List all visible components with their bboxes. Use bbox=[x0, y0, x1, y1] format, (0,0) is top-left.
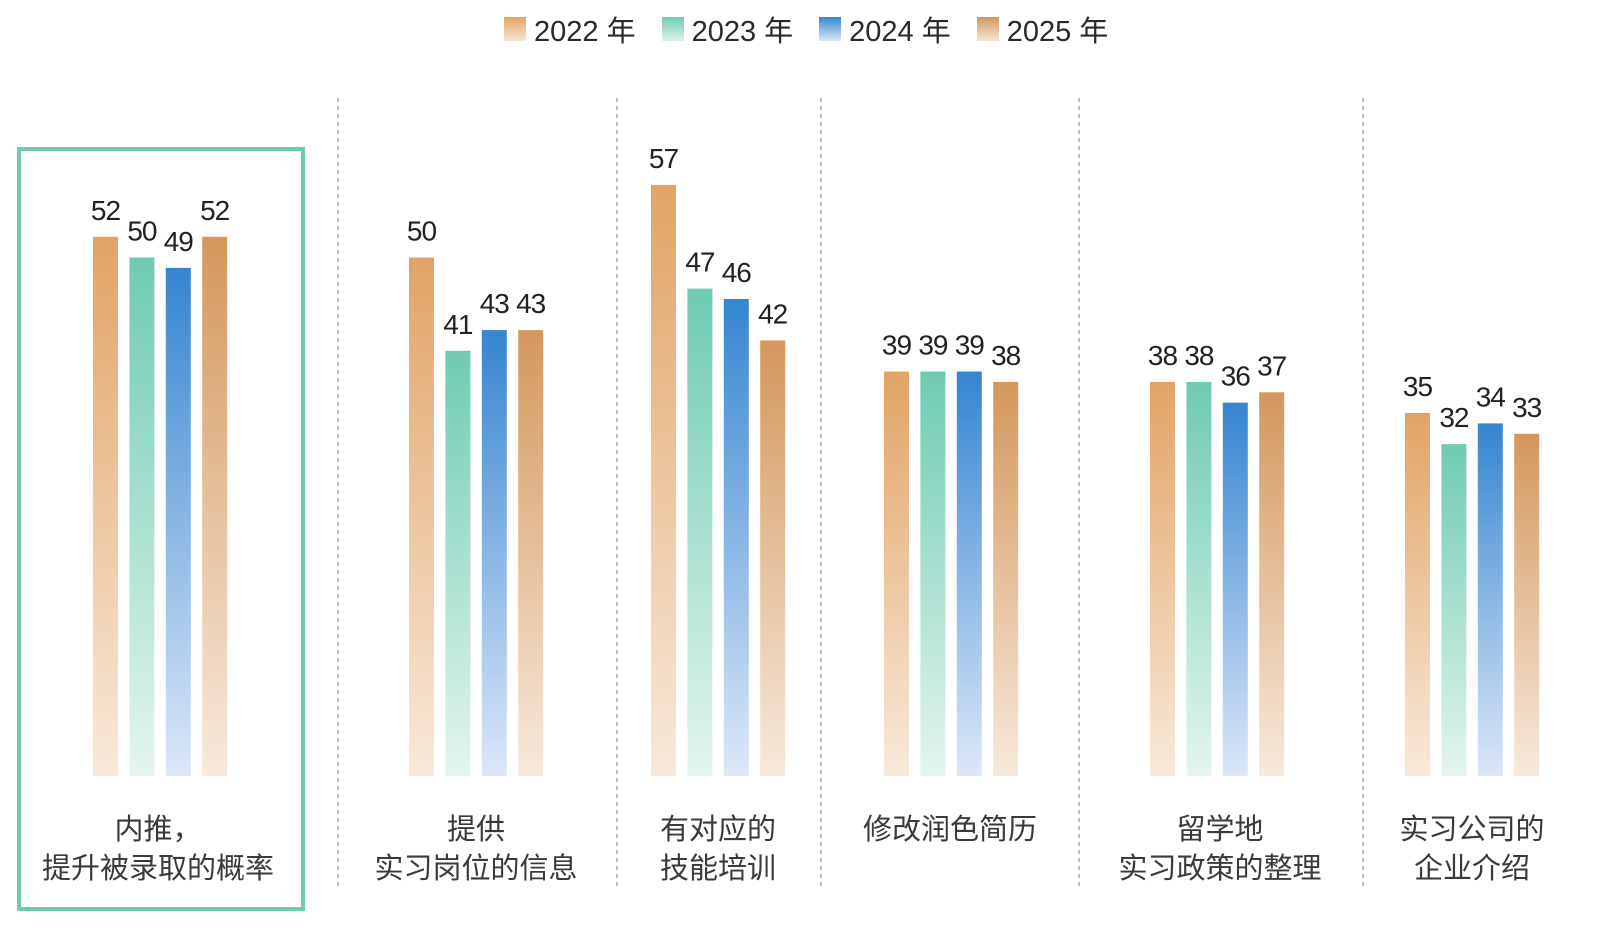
data-label: 33 bbox=[1512, 392, 1542, 423]
legend: 2022 年 2023 年 2024 年 2025 年 bbox=[504, 8, 1134, 50]
legend-swatch-2023 bbox=[661, 17, 684, 41]
legend-item-2022: 2022 年 bbox=[504, 8, 636, 50]
bar-2022-cat5 bbox=[1405, 413, 1430, 776]
data-label: 39 bbox=[918, 330, 948, 361]
data-label: 38 bbox=[1148, 340, 1178, 371]
legend-label-2025: 2025 年 bbox=[1006, 16, 1109, 48]
legend-label-2023: 2023 年 bbox=[691, 16, 794, 48]
bar-2025-cat2 bbox=[760, 340, 786, 776]
bar-2025-cat4 bbox=[1259, 392, 1285, 776]
bar-2024-cat2 bbox=[723, 298, 749, 776]
data-label: 49 bbox=[164, 226, 194, 257]
category-label: 提供 实习岗位的信息 bbox=[374, 812, 578, 885]
bar-2023-cat1 bbox=[445, 350, 471, 776]
bar-2025-cat1 bbox=[518, 330, 544, 776]
data-label: 57 bbox=[649, 143, 679, 174]
bar-2022-cat4 bbox=[1150, 381, 1175, 776]
data-label: 34 bbox=[1476, 381, 1506, 412]
data-label: 43 bbox=[516, 288, 546, 319]
legend-label-2024: 2024 年 bbox=[849, 16, 951, 48]
category-label: 有对应的 技能培训 bbox=[659, 812, 776, 885]
category-label: 实习公司的 企业介绍 bbox=[1399, 812, 1545, 885]
data-label: 38 bbox=[991, 340, 1021, 371]
bar-2024-cat1 bbox=[481, 330, 507, 776]
data-label: 50 bbox=[127, 216, 157, 247]
legend-swatch-2024 bbox=[819, 17, 842, 41]
legend-item-2025: 2025 年 bbox=[976, 8, 1109, 50]
bar-2022-cat0 bbox=[93, 236, 118, 776]
bar-2024-cat0 bbox=[165, 267, 191, 776]
data-label: 38 bbox=[1184, 340, 1214, 371]
bar-2025-cat0 bbox=[202, 236, 228, 776]
bar-2023-cat4 bbox=[1186, 381, 1212, 776]
bar-2024-cat5 bbox=[1477, 423, 1503, 776]
data-label: 42 bbox=[758, 298, 788, 329]
data-label: 35 bbox=[1403, 371, 1433, 402]
bar-2023-cat3 bbox=[920, 371, 946, 776]
legend-item-2023: 2023 年 bbox=[661, 8, 794, 50]
data-label: 47 bbox=[685, 247, 715, 278]
data-label: 36 bbox=[1221, 361, 1251, 392]
data-label: 43 bbox=[480, 288, 510, 319]
bar-2024-cat4 bbox=[1222, 402, 1248, 776]
bar-2024-cat3 bbox=[956, 371, 982, 776]
bar-2023-cat0 bbox=[129, 257, 155, 776]
bar-2023-cat5 bbox=[1441, 444, 1467, 776]
data-label: 39 bbox=[955, 330, 985, 361]
data-label: 32 bbox=[1439, 402, 1469, 433]
data-label: 52 bbox=[200, 195, 230, 226]
legend-swatch-2022 bbox=[504, 17, 526, 41]
data-label: 50 bbox=[407, 216, 437, 247]
data-label: 52 bbox=[91, 195, 121, 226]
bar-2022-cat3 bbox=[884, 371, 909, 776]
legend-label-2022: 2022 年 bbox=[534, 16, 636, 48]
data-label: 39 bbox=[882, 330, 912, 361]
highlight-box bbox=[17, 147, 305, 911]
legend-item-2024: 2024 年 bbox=[819, 8, 951, 50]
data-label: 46 bbox=[722, 257, 752, 288]
bar-2025-cat5 bbox=[1514, 433, 1540, 776]
data-label: 37 bbox=[1257, 350, 1287, 381]
category-label: 留学地 实习政策的整理 bbox=[1118, 812, 1322, 885]
bar-2022-cat2 bbox=[651, 184, 676, 776]
category-label: 内推， 提升被录取的概率 bbox=[41, 812, 274, 885]
bar-2023-cat2 bbox=[687, 288, 713, 776]
category-label: 修改润色简历 bbox=[862, 812, 1037, 846]
bar-2022-cat1 bbox=[409, 257, 434, 776]
bar-2025-cat3 bbox=[993, 381, 1019, 776]
legend-swatch-2025 bbox=[976, 17, 999, 41]
data-label: 41 bbox=[443, 309, 473, 340]
